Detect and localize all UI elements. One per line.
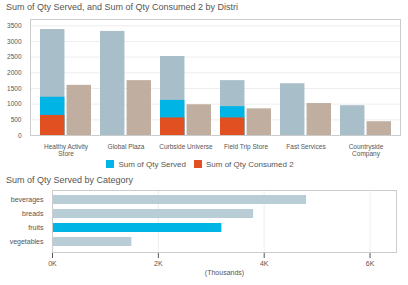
svg-text:CountrysideCompany: CountrysideCompany [349,143,384,158]
html-text:Sum of Qty Consumed 2: Sum of Qty Consumed 2 [206,159,294,169]
svg-text:vegetables: vegetables [10,238,44,246]
svg-text:0K: 0K [48,260,57,267]
svg-text:fruits: fruits [28,224,44,231]
svg-text:0: 0 [18,132,22,139]
svg-text:2500: 2500 [7,53,22,60]
html-text:Sum of Qty Served: Sum of Qty Served [118,159,186,169]
svg-text:3000: 3000 [7,38,22,45]
svg-text:(Thousands): (Thousands) [205,269,244,277]
svg-text:3500: 3500 [7,22,22,29]
svg-text:2K: 2K [154,260,163,267]
svg-text:Global Plaza: Global Plaza [108,143,145,150]
svg-text:beverages: beverages [11,196,44,204]
html-text:Sum of Qty Served, and Sum of: Sum of Qty Served, and Sum of Qty Consum… [6,2,239,12]
svg-text:Field Trip Store: Field Trip Store [224,143,268,151]
svg-text:1000: 1000 [7,100,22,107]
html-text:Sum of Qty Served by Category: Sum of Qty Served by Category [6,175,134,185]
svg-text:breads: breads [22,210,44,217]
svg-text:4K: 4K [260,260,269,267]
svg-text:Curbside Universe: Curbside Universe [159,143,213,150]
svg-text:Healthy ActivityStore: Healthy ActivityStore [44,143,89,157]
svg-text:500: 500 [11,116,22,123]
svg-text:1500: 1500 [7,85,22,92]
svg-text:2000: 2000 [7,69,22,76]
svg-text:Fast Services: Fast Services [286,143,326,150]
svg-text:6K: 6K [366,260,375,267]
